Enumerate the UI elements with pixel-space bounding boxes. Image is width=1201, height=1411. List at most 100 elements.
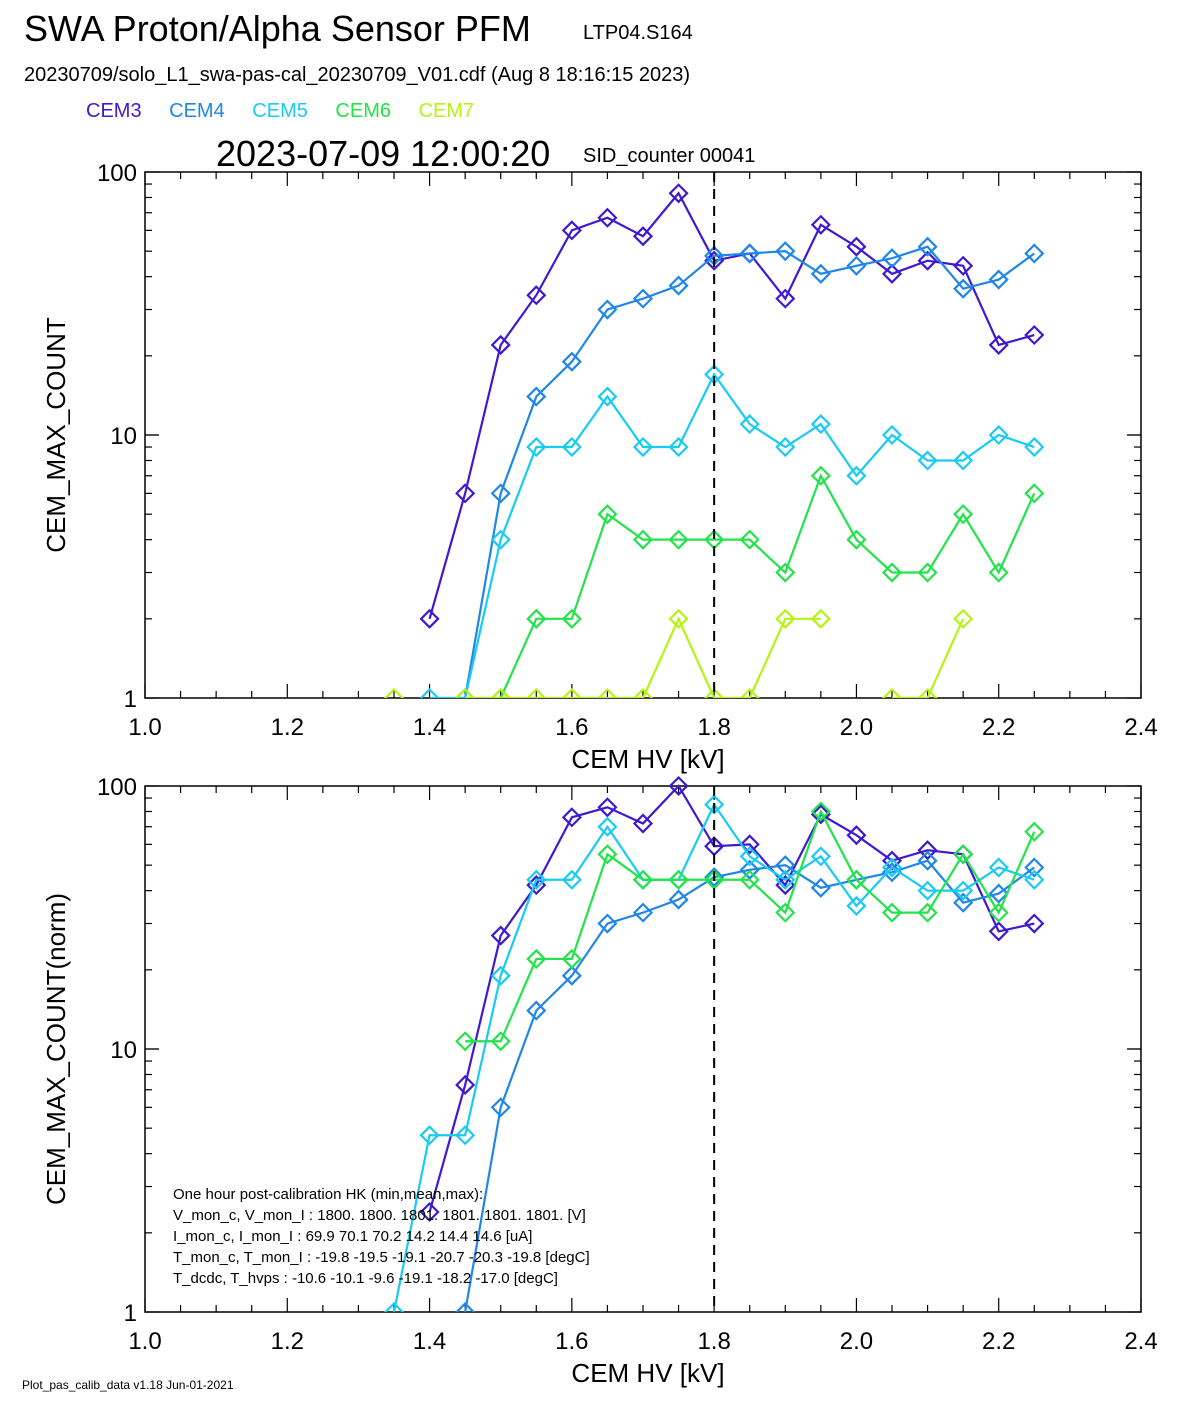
point-cem4 [953,892,974,913]
point-cem6 [526,608,547,629]
point-cem7 [597,687,618,698]
point-cem5 [419,1125,440,1146]
point-cem6 [846,529,867,550]
point-cem7 [704,687,725,698]
point-cem4 [953,278,974,299]
point-cem6 [917,562,938,583]
point-cem6 [988,562,1009,583]
hk-annotation-line: T_dcdc, T_hvps : -10.6 -10.1 -9.6 -19.1 … [173,1270,558,1287]
point-cem3 [917,840,938,861]
point-cem4 [988,883,1009,904]
point-cem3 [490,334,511,355]
point-cem3 [953,255,974,276]
point-cem3 [455,483,476,504]
y-tick-label: 1 [124,1300,137,1327]
footer-version: Plot_pas_calib_data v1.18 Jun-01-2021 [22,1378,234,1392]
point-cem3 [810,804,831,825]
point-cem5 [455,1125,476,1146]
point-cem3 [632,813,654,834]
point-cem4 [526,1000,547,1021]
point-cem5 [810,846,831,867]
hk-annotation-line: I_mon_c, I_mon_I : 69.9 70.1 70.2 14.2 1… [173,1228,532,1245]
point-cem6 [455,1031,476,1052]
point-cem5 [383,1301,405,1312]
point-cem4 [775,241,796,262]
point-cem6 [775,902,796,923]
point-cem3 [490,925,511,946]
series-line-cem4 [464,859,1035,1312]
point-cem6 [846,869,867,890]
point-cem4 [739,243,760,264]
point-cem5 [917,450,938,471]
point-cem7 [739,687,760,698]
point-cem7 [455,687,476,698]
point-cem4 [739,859,760,880]
point-cem7 [526,687,547,698]
point-cem3 [668,183,689,204]
legend-item-cem6: CEM6 [335,100,391,122]
point-cem6 [668,869,689,890]
point-cem6 [810,801,831,822]
point-cem5 [1024,869,1045,890]
point-cem6 [526,948,547,969]
point-cem7 [632,687,654,698]
x-tick-label: 2.4 [1124,1328,1157,1355]
hk-annotation-line: V_mon_c, V_mon_I : 1800. 1800. 1801. 180… [173,1207,586,1224]
x-tick-label: 2.2 [982,1328,1015,1355]
y-tick-label: 10 [110,423,137,450]
legend-item-cem5: CEM5 [252,100,308,122]
point-cem3 [988,921,1009,942]
x-tick-label: 1.6 [555,1328,588,1355]
point-cem4 [810,263,831,284]
point-cem4 [561,965,582,986]
point-cem5 [490,529,511,550]
point-cem6 [917,902,938,923]
point-cem7 [775,608,796,629]
x-tick-label: 1.0 [128,714,161,741]
point-cem6 [561,948,582,969]
point-cem3 [1024,913,1045,934]
x-tick-label: 1.6 [555,714,588,741]
point-cem5 [1024,436,1045,458]
point-cem5 [597,816,618,837]
x-tick-label: 2.0 [840,714,873,741]
point-cem7 [953,608,974,629]
point-cem6 [597,504,618,525]
point-cem5 [490,965,511,986]
timestamp: 2023-07-09 12:00:20 [216,133,551,174]
point-cem3 [597,207,618,228]
point-cem4 [775,855,796,876]
point-cem6 [881,562,903,583]
x-tick-label: 1.4 [413,1328,446,1355]
point-cem6 [953,504,974,525]
point-cem3 [597,797,618,818]
hk-annotation-line: One hour post-calibration HK (min,mean,m… [173,1186,483,1203]
point-cem5 [846,465,867,486]
point-cem3 [846,825,867,846]
y-axis-label: CEM_MAX_COUNT(norm) [41,893,71,1205]
chart-1: 1.0 1.2 1.4 1.6 1.8 2.0 2.2 2.4 1 10 100 CEM HV [kV… [41,160,1158,774]
point-cem5 [988,424,1009,446]
point-cem3 [810,214,831,235]
point-cem6 [775,562,796,583]
point-cem4 [881,248,903,269]
point-cem5 [953,450,974,471]
point-cem4 [668,275,689,296]
x-tick-label: 1.8 [697,1328,730,1355]
point-cem6 [1024,483,1045,504]
point-cem4 [490,483,511,504]
point-cem3 [632,226,654,247]
point-cem3 [881,850,903,871]
point-cem3 [775,288,796,309]
series-line-cem3 [428,191,1035,620]
point-cem5 [988,857,1009,878]
point-cem7 [668,608,689,629]
x-tick-label: 1.8 [697,714,730,741]
y-tick-label: 1 [124,686,137,713]
point-cem6 [739,529,760,550]
series-line-cem4 [464,245,1035,698]
x-tick-label: 1.2 [271,714,304,741]
point-cem5 [917,880,938,901]
point-cem4 [597,299,618,320]
legend: CEM3 CEM4 CEM5 CEM6 CEM7 [86,100,496,123]
